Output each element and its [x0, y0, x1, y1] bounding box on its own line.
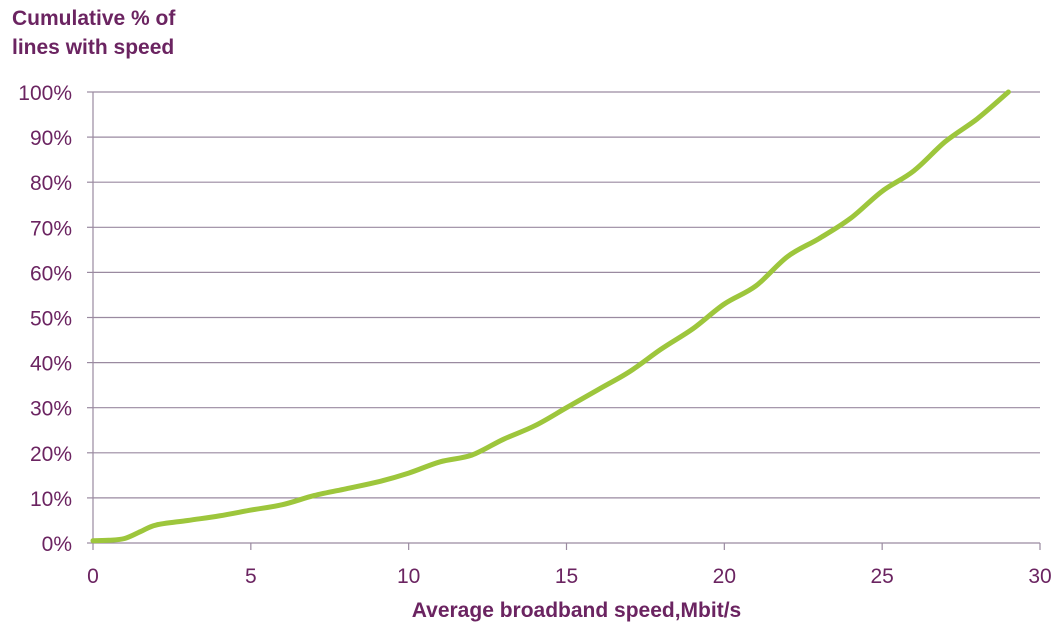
- y-tick-label: 90%: [30, 127, 72, 150]
- y-tick-label: 30%: [30, 398, 72, 421]
- x-tick-label: 5: [245, 565, 257, 588]
- y-tick-label: 50%: [30, 308, 72, 331]
- x-axis-title-text: Average broadband speed,Mbit/s: [412, 599, 741, 622]
- x-tick-label: 0: [87, 565, 99, 588]
- x-tick-labels: 0 5 10 15 20 25 30: [87, 565, 1052, 588]
- y-tick-label: 10%: [30, 488, 72, 511]
- series-line: [90, 89, 1011, 544]
- gridlines: [93, 91, 1040, 499]
- y-axis-title: Cumulative % of lines with speed: [12, 7, 176, 59]
- y-tick-label: 100%: [18, 82, 72, 105]
- x-axis-title: Average broadband speed,Mbit/s: [412, 599, 741, 622]
- x-tick-label: 20: [713, 565, 736, 588]
- axes: [87, 91, 1041, 550]
- x-tick-label: 10: [397, 565, 420, 588]
- y-tick-label: 60%: [30, 262, 72, 285]
- series: [90, 89, 1011, 544]
- y-tick-labels: 0% 10% 20% 30% 40% 50% 60% 70% 80% 90% 100%: [18, 82, 72, 556]
- x-tick-label: 25: [870, 565, 893, 588]
- y-tick-label: 20%: [30, 443, 72, 466]
- y-tick-label: 80%: [30, 172, 72, 195]
- y-tick-label: 70%: [30, 217, 72, 240]
- x-tick-label: 15: [555, 565, 578, 588]
- y-tick-label: 0%: [42, 533, 72, 556]
- x-tick-label: 30: [1028, 565, 1051, 588]
- y-axis-title-line: Cumulative % of: [12, 7, 176, 30]
- y-tick-label: 40%: [30, 353, 72, 376]
- y-axis-title-line: lines with speed: [12, 36, 174, 59]
